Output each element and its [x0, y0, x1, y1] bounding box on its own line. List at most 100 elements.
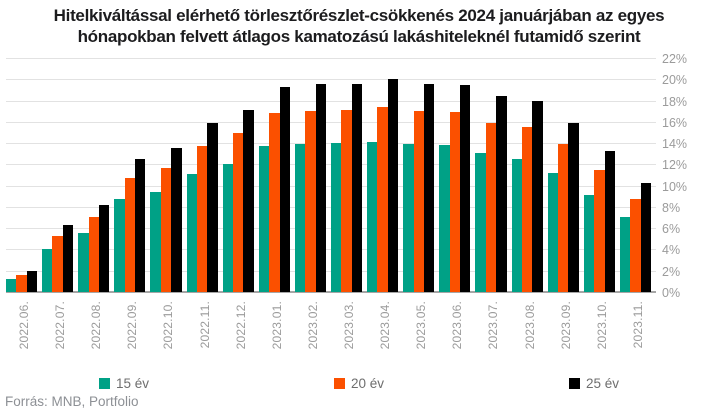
x-tick-cell: 2022.06. [6, 301, 42, 373]
x-tick-cell: 2023.06. [439, 301, 475, 373]
gridline-16 [6, 121, 656, 123]
bar-15év-2023-05 [403, 143, 414, 292]
bar-20év-2023-11 [630, 198, 641, 292]
bar-15év-2023-04 [367, 141, 378, 292]
bar-group-2023-02 [294, 59, 331, 292]
bar-25év-2023-02 [315, 84, 326, 292]
x-tick-cell: 2023.05. [403, 301, 439, 373]
legend-swatch-icon [333, 378, 345, 389]
x-tick-label: 2023.07. [486, 301, 501, 350]
bar-20év-2023-07 [485, 122, 497, 292]
x-tick-label: 2022.11. [197, 301, 212, 349]
x-tick-label: 2023.04. [378, 301, 393, 350]
x-tick-label: 2022.12. [233, 301, 248, 350]
x-tick-cell: 2022.12. [223, 301, 259, 373]
bar-group-2023-03 [330, 59, 367, 292]
bar-25év-2023-09 [568, 122, 579, 292]
y-tick-2: 2% [662, 264, 681, 279]
bar-20év-2022-07 [52, 235, 63, 292]
bar-25év-2022-10 [171, 147, 182, 292]
legend-label: 20 év [350, 376, 385, 391]
bar-15év-2023-11 [619, 216, 631, 292]
x-tick-label: 2022.09. [125, 301, 140, 350]
bar-25év-2023-06 [460, 85, 471, 292]
bar-group-2022-11 [186, 59, 223, 292]
x-tick-label: 2023.10. [594, 301, 609, 350]
x-tick-label: 2022.07. [53, 301, 68, 350]
x-tick-label: 2023.08. [522, 301, 537, 350]
legend-swatch-icon [99, 378, 110, 389]
bar-group-2022-12 [222, 59, 259, 292]
bar-group-2023-09 [547, 59, 584, 292]
gridline-0 [6, 291, 656, 293]
x-tick-cell: 2023.09. [548, 301, 584, 373]
bar-20év-2023-09 [558, 143, 569, 292]
bar-20év-2022-08 [88, 216, 99, 292]
bar-15év-2023-03 [330, 142, 342, 292]
y-tick-14: 14% [662, 137, 688, 152]
x-tick-cell: 2023.04. [367, 301, 403, 373]
bar-25év-2022-07 [62, 225, 74, 292]
x-tick-cell: 2023.10. [584, 301, 620, 373]
chart-title: Hitelkiváltással elérhető törlesztőrészl… [53, 6, 665, 46]
bar-25év-2023-11 [640, 182, 651, 292]
bar-20év-2023-03 [341, 109, 352, 292]
x-tick-cell: 2023.01. [259, 301, 295, 373]
x-tick-label: 2023.11. [630, 301, 645, 349]
bar-15év-2023-01 [258, 145, 270, 292]
x-tick-label: 2022.10. [161, 301, 176, 350]
y-tick-18: 18% [662, 94, 688, 109]
bar-25év-2022-06 [26, 270, 38, 292]
gridline-22 [6, 58, 656, 59]
x-tick-label: 2023.02. [305, 301, 320, 350]
bar-25év-2023-01 [279, 86, 290, 292]
x-tick-cell: 2023.03. [331, 301, 367, 373]
x-tick-cell: 2022.10. [150, 301, 186, 373]
x-axis-labels: 2022.06. 2022.07. 2022.08. 2022.09. 2022.10.… [6, 301, 656, 373]
bar-group-2023-10 [583, 59, 620, 292]
bar-15év-2022-12 [222, 163, 234, 292]
x-tick-label: 2022.08. [89, 301, 104, 350]
y-tick-4: 4% [662, 243, 681, 258]
bar-group-2023-08 [511, 59, 548, 292]
y-tick-12: 12% [662, 158, 688, 173]
x-tick-label: 2023.01. [269, 301, 284, 350]
bar-series-container [6, 59, 656, 292]
x-tick-cell: 2023.08. [512, 301, 548, 373]
bar-group-2022-09 [114, 59, 150, 292]
bar-15év-2023-09 [547, 173, 559, 292]
y-tick-10: 10% [662, 179, 688, 194]
bar-20év-2022-09 [124, 177, 136, 292]
x-tick-cell: 2023.02. [295, 301, 331, 373]
bar-25év-2023-07 [496, 96, 507, 292]
bar-15év-2022-07 [42, 248, 53, 292]
bar-group-2022-06 [6, 59, 42, 292]
bar-25év-2022-12 [243, 109, 254, 292]
legend-label: 15 év [116, 376, 150, 391]
bar-group-2023-04 [367, 59, 403, 292]
y-tick-6: 6% [662, 222, 681, 237]
legend: 15 év 20 év 25 év [99, 376, 619, 391]
x-tick-cell: 2022.07. [42, 301, 78, 373]
bar-15év-2022-08 [78, 232, 89, 292]
bar-20év-2022-11 [196, 145, 208, 292]
plot-area [6, 58, 656, 293]
y-tick-16: 16% [662, 115, 688, 130]
bar-20év-2022-12 [233, 133, 244, 292]
bar-20év-2023-06 [449, 111, 461, 292]
gridline-20 [6, 79, 656, 81]
bar-20év-2022-10 [160, 168, 172, 292]
bar-group-2023-01 [258, 59, 295, 292]
bar-group-2023-05 [403, 59, 439, 292]
x-tick-label: 2023.09. [558, 301, 573, 350]
bar-15év-2022-09 [114, 198, 125, 292]
bar-25év-2022-09 [135, 158, 146, 292]
y-tick-22: 22% [662, 52, 688, 66]
legend-item-15év: 15 év [99, 376, 149, 391]
bar-15év-2022-11 [186, 174, 197, 292]
bar-20év-2023-01 [269, 113, 280, 292]
x-tick-cell: 2023.07. [475, 301, 511, 373]
bar-15év-2023-02 [294, 143, 306, 292]
bar-25év-2022-11 [207, 122, 218, 292]
x-tick-label: 2023.06. [450, 301, 465, 350]
